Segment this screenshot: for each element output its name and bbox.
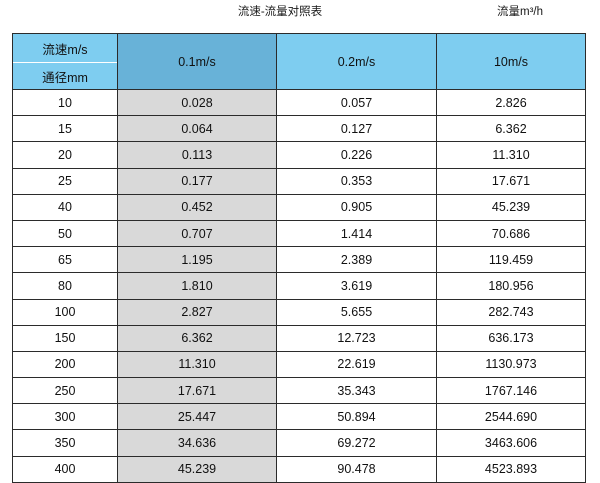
units-title: 流量m³/h [497,6,543,18]
table-row: 150 6.362 12.723 636.173 [12,324,586,352]
cell-flow-0-2: 35.343 [276,377,437,405]
table-row: 300 25.447 50.894 2544.690 [12,403,586,431]
cell-diameter: 300 [12,403,118,431]
cell-diameter: 100 [12,298,118,326]
cell-flow-0-1: 6.362 [117,324,277,352]
cell-flow-10: 119.459 [436,246,586,274]
cell-diameter: 350 [12,429,118,457]
header-column-0: 0.1m/s [117,33,277,90]
cell-flow-0-2: 2.389 [276,246,437,274]
cell-flow-10: 3463.606 [436,429,586,457]
table-row: 350 34.636 69.272 3463.606 [12,429,586,457]
table-row: 25 0.177 0.353 17.671 [12,167,586,195]
cell-flow-10: 2544.690 [436,403,586,431]
cell-diameter: 10 [12,88,118,117]
cell-diameter: 65 [12,246,118,274]
cell-flow-0-2: 0.226 [276,141,437,169]
table-row: 65 1.195 2.389 119.459 [12,246,586,274]
cell-diameter: 50 [12,219,118,248]
cell-flow-10: 45.239 [436,193,586,221]
table-row: 250 17.671 35.343 1767.146 [12,377,586,405]
cell-flow-0-1: 45.239 [117,455,277,483]
cell-diameter: 150 [12,324,118,352]
cell-flow-0-1: 1.810 [117,272,277,300]
cell-flow-0-2: 1.414 [276,219,437,248]
cell-flow-0-1: 34.636 [117,429,277,457]
cell-diameter: 40 [12,193,118,221]
header-column-1: 0.2m/s [276,33,437,90]
page-title: 流速-流量对照表 [237,6,323,18]
cell-flow-0-1: 11.310 [117,350,277,379]
table-row: 10 0.028 0.057 2.826 [12,88,586,117]
table-row: 50 0.707 1.414 70.686 [12,219,586,248]
flow-rate-comparison-table: 流速m/s 通径mm 0.1m/s 0.2m/s 10m/s 10 0.028 0.… [12,33,586,483]
table-row: 40 0.452 0.905 45.239 [12,193,586,221]
cell-flow-0-1: 0.113 [117,141,277,169]
header-column-2: 10m/s [436,33,586,90]
cell-diameter: 400 [12,455,118,483]
cell-flow-0-1: 17.671 [117,377,277,405]
cell-flow-0-2: 0.057 [276,88,437,117]
cell-flow-0-1: 25.447 [117,403,277,431]
table-header: 流速m/s 通径mm 0.1m/s 0.2m/s 10m/s [12,33,586,90]
cell-flow-0-1: 0.028 [117,88,277,117]
table-row: 100 2.827 5.655 282.743 [12,298,586,326]
cell-flow-10: 4523.893 [436,455,586,483]
cell-flow-0-1: 0.707 [117,219,277,248]
cell-diameter: 20 [12,141,118,169]
header-corner-cell: 流速m/s 通径mm [12,33,118,90]
cell-flow-0-2: 69.272 [276,429,437,457]
cell-flow-0-1: 0.177 [117,167,277,195]
cell-diameter: 15 [12,115,118,143]
cell-flow-10: 11.310 [436,141,586,169]
cell-flow-0-2: 0.353 [276,167,437,195]
header-diameter-label: 通径mm [13,63,117,90]
cell-flow-10: 2.826 [436,88,586,117]
cell-flow-0-2: 0.127 [276,115,437,143]
table-row: 200 11.310 22.619 1130.973 [12,350,586,379]
cell-flow-10: 17.671 [436,167,586,195]
cell-flow-0-2: 90.478 [276,455,437,483]
cell-flow-10: 70.686 [436,219,586,248]
cell-flow-10: 1130.973 [436,350,586,379]
table-row: 80 1.810 3.619 180.956 [12,272,586,300]
flow-table-container: 流速m/s 通径mm 0.1m/s 0.2m/s 10m/s 10 0.028 0.… [12,33,586,483]
header-velocity-label: 流速m/s [13,34,117,63]
cell-diameter: 80 [12,272,118,300]
cell-flow-10: 180.956 [436,272,586,300]
cell-flow-0-2: 5.655 [276,298,437,326]
table-row: 20 0.113 0.226 11.310 [12,141,586,169]
cell-diameter: 25 [12,167,118,195]
cell-flow-0-2: 50.894 [276,403,437,431]
cell-flow-0-2: 3.619 [276,272,437,300]
cell-diameter: 200 [12,350,118,379]
cell-flow-0-2: 12.723 [276,324,437,352]
cell-flow-10: 1767.146 [436,377,586,405]
table-row: 15 0.064 0.127 6.362 [12,115,586,143]
table-body: 10 0.028 0.057 2.826 15 0.064 0.127 6.362 20 0.11… [12,88,586,483]
cell-flow-10: 282.743 [436,298,586,326]
table-row: 400 45.239 90.478 4523.893 [12,455,586,483]
cell-flow-0-2: 22.619 [276,350,437,379]
titles-bar: 流速-流量对照表 流量m³/h [0,0,600,33]
cell-flow-0-1: 2.827 [117,298,277,326]
cell-flow-0-1: 1.195 [117,246,277,274]
table-header-row: 流速m/s 通径mm 0.1m/s 0.2m/s 10m/s [12,33,586,90]
cell-flow-0-2: 0.905 [276,193,437,221]
cell-flow-10: 6.362 [436,115,586,143]
cell-diameter: 250 [12,377,118,405]
cell-flow-0-1: 0.064 [117,115,277,143]
cell-flow-10: 636.173 [436,324,586,352]
cell-flow-0-1: 0.452 [117,193,277,221]
